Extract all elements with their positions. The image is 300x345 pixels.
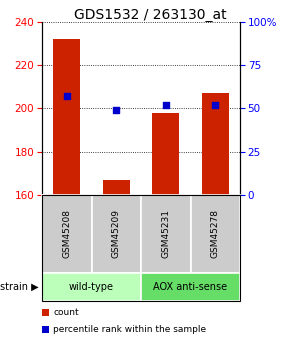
Text: strain ▶: strain ▶ <box>0 282 39 292</box>
Text: wild-type: wild-type <box>69 282 114 292</box>
Text: GDS1532 / 263130_at: GDS1532 / 263130_at <box>74 8 226 22</box>
Text: GSM45208: GSM45208 <box>62 209 71 258</box>
Text: GSM45278: GSM45278 <box>211 209 220 258</box>
Bar <box>202 93 229 195</box>
Point <box>163 102 168 108</box>
Bar <box>152 113 179 195</box>
Point <box>213 102 218 108</box>
Text: percentile rank within the sample: percentile rank within the sample <box>53 325 206 334</box>
Point <box>114 108 119 113</box>
Point <box>64 93 69 99</box>
Bar <box>103 180 130 195</box>
Text: AOX anti-sense: AOX anti-sense <box>153 282 228 292</box>
Text: GSM45231: GSM45231 <box>161 209 170 258</box>
Text: count: count <box>53 308 79 317</box>
Text: GSM45209: GSM45209 <box>112 209 121 258</box>
Bar <box>53 39 80 195</box>
